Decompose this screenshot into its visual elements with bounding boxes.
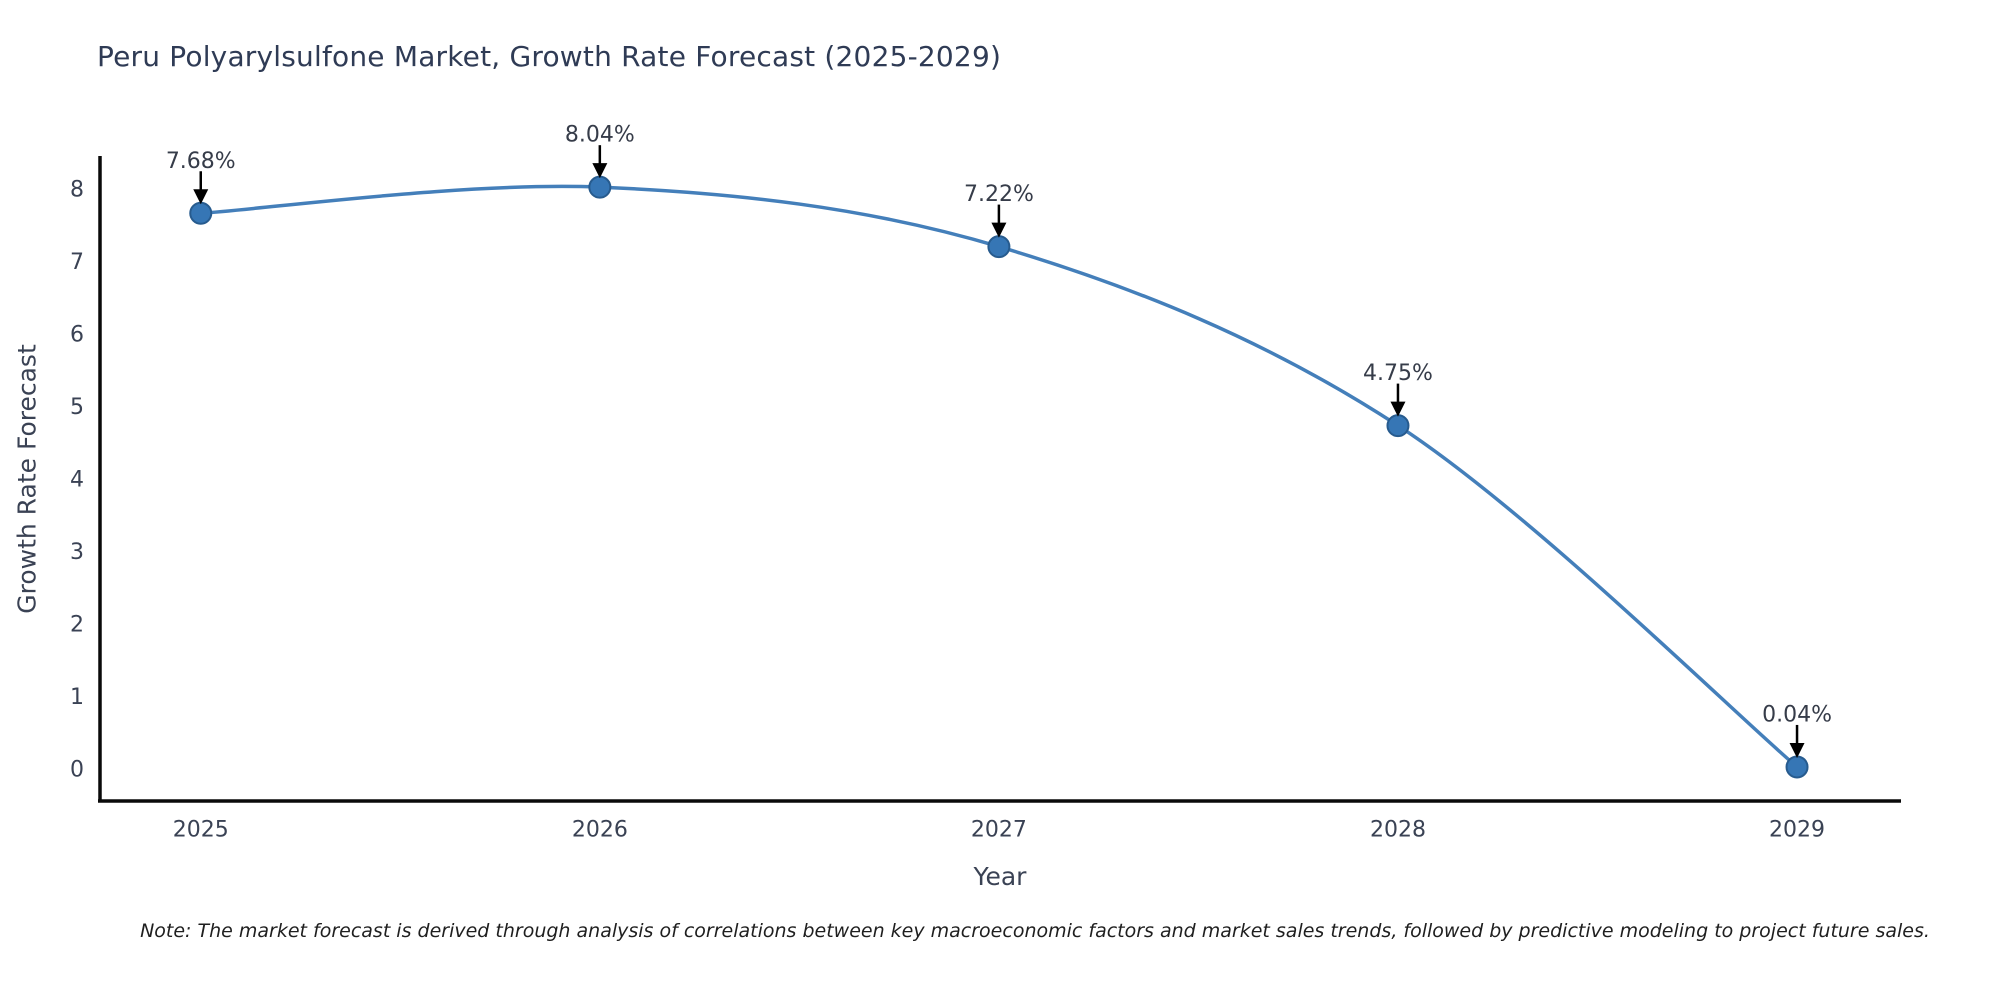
y-tick-label: 7: [70, 250, 84, 275]
y-tick-label: 4: [70, 467, 84, 492]
x-tick-label: 2025: [173, 818, 229, 843]
point-value-label: 4.75%: [1363, 361, 1433, 386]
point-value-label: 7.68%: [166, 149, 236, 174]
chart-title: Peru Polyarylsulfone Market, Growth Rate…: [97, 40, 1002, 73]
series-line: [199, 184, 1799, 769]
data-point-marker: [987, 235, 1011, 259]
x-tick-label: 2026: [572, 818, 628, 843]
y-tick-label: 2: [70, 612, 84, 637]
annotation-arrowhead-icon: [991, 222, 1007, 238]
y-tick-label: 3: [70, 540, 84, 565]
annotation-arrowhead-icon: [1789, 742, 1805, 758]
y-tick-label: 6: [70, 323, 84, 348]
annotation-arrowhead-icon: [592, 163, 608, 179]
y-tick-label: 8: [70, 178, 84, 203]
x-tick-label: 2027: [971, 818, 1027, 843]
point-value-label: 8.04%: [565, 123, 635, 148]
annotation-arrowhead-icon: [1390, 401, 1406, 417]
data-point-marker: [189, 201, 213, 225]
annotation-arrowhead-icon: [193, 189, 209, 205]
data-point-marker: [1785, 755, 1809, 779]
point-value-label: 7.22%: [964, 182, 1034, 207]
data-point-marker: [588, 175, 612, 199]
data-point-marker: [1386, 414, 1410, 438]
footnote: Note: The market forecast is derived thr…: [140, 920, 1930, 942]
x-tick-label: 2028: [1370, 818, 1426, 843]
x-axis-title: Year: [973, 862, 1027, 891]
y-tick-label: 5: [70, 395, 84, 420]
y-tick-label: 0: [70, 757, 84, 782]
x-tick-label: 2029: [1769, 818, 1825, 843]
y-tick-label: 1: [70, 685, 84, 710]
point-value-label: 0.04%: [1762, 702, 1832, 727]
